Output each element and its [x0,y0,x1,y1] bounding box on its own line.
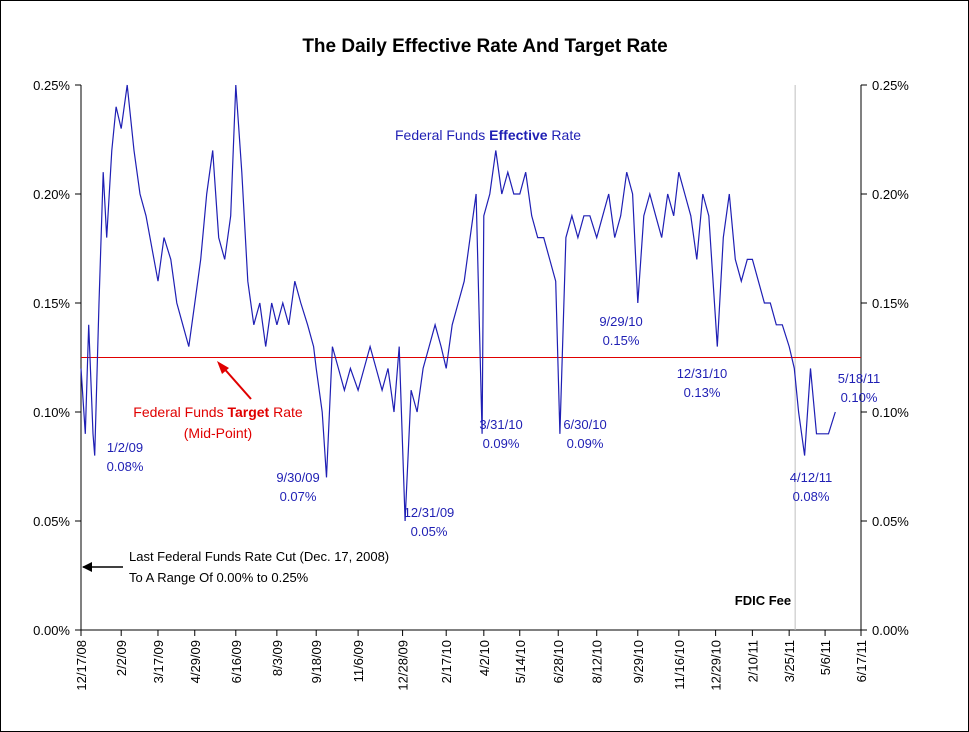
effective-rate-line [80,84,836,522]
x-tick-label: 4/29/09 [188,640,203,683]
annotation-value: 0.08% [107,459,144,474]
x-tick-label: 12/29/10 [709,640,724,691]
x-tick-label: 12/17/08 [74,640,89,691]
y-tick-label-right: 0.25% [872,78,909,93]
rate-cut-line1: Last Federal Funds Rate Cut (Dec. 17, 20… [129,549,389,564]
annotation-value: 0.07% [280,489,317,504]
annotation-date: 1/2/09 [107,440,143,455]
annotation-value: 0.09% [483,436,520,451]
y-tick-label-left: 0.10% [33,405,70,420]
plot-area: 0.00% 0.00%0.05% 0.05%0.10% 0.10%0.15% 0.15%… [33,78,909,691]
annotation-value: 0.15% [603,333,640,348]
y-tick-label-right: 0.00% [872,623,909,638]
annotation-value: 0.13% [684,385,721,400]
cut-arrow-head [82,562,92,572]
x-tick-label: 12/28/09 [396,640,411,691]
annotation-value: 0.08% [793,489,830,504]
x-tick-label: 11/6/09 [351,640,366,682]
x-tick-label: 6/16/09 [229,640,244,683]
target-rate-label: Federal Funds Target Rate [133,404,303,420]
target-arrow-shaft [220,364,252,400]
x-tick-label: 9/18/09 [309,640,324,683]
target-arrow-head [217,361,229,374]
y-tick-label-right: 0.05% [872,514,909,529]
x-tick-label: 5/14/10 [513,640,528,683]
x-tick-label: 3/25/11 [782,640,797,682]
x-tick-label: 4/2/10 [477,640,492,676]
annotation-date: 5/18/11 [838,371,880,386]
y-tick-label-left: 0.25% [33,78,70,93]
x-tick-label: 3/17/09 [151,640,166,683]
annotation-value: 0.10% [841,390,878,405]
annotation-value: 0.05% [411,524,448,539]
x-tick-label: 6/28/10 [551,640,566,683]
x-tick-label: 5/6/11 [818,640,833,675]
annotation-date: 9/29/10 [599,314,642,329]
x-tick-label: 11/16/10 [672,640,687,690]
x-tick-label: 8/12/10 [590,640,605,683]
effective-rate-label: Federal Funds Effective Rate [395,127,581,143]
y-tick-label-left: 0.05% [33,514,70,529]
annotation-date: 6/30/10 [563,417,606,432]
annotation-date: 12/31/10 [677,366,728,381]
target-rate-sublabel: (Mid-Point) [184,425,252,441]
x-tick-label: 2/2/09 [114,640,129,676]
annotation-date: 9/30/09 [276,470,319,485]
x-tick-label: 8/3/09 [270,640,285,676]
y-tick-label-right: 0.15% [872,296,909,311]
annotation-date: 4/12/11 [790,470,832,485]
y-tick-label-right: 0.10% [872,405,909,420]
x-tick-label: 2/17/10 [439,640,454,683]
rate-cut-line2: To A Range Of 0.00% to 0.25% [129,570,309,585]
x-tick-label: 6/17/11 [854,640,869,682]
annotation-date: 3/31/10 [479,417,522,432]
fdic-fee-label: FDIC Fee [735,593,791,608]
y-tick-label-right: 0.20% [872,187,909,202]
annotation-date: 12/31/09 [404,505,455,520]
chart-title: The Daily Effective Rate And Target Rate [302,36,667,57]
y-tick-label-left: 0.00% [33,623,70,638]
y-tick-label-left: 0.15% [33,296,70,311]
x-tick-label: 2/10/11 [745,640,760,682]
y-tick-label-left: 0.20% [33,187,70,202]
annotation-value: 0.09% [567,436,604,451]
x-tick-label: 9/29/10 [631,640,646,683]
